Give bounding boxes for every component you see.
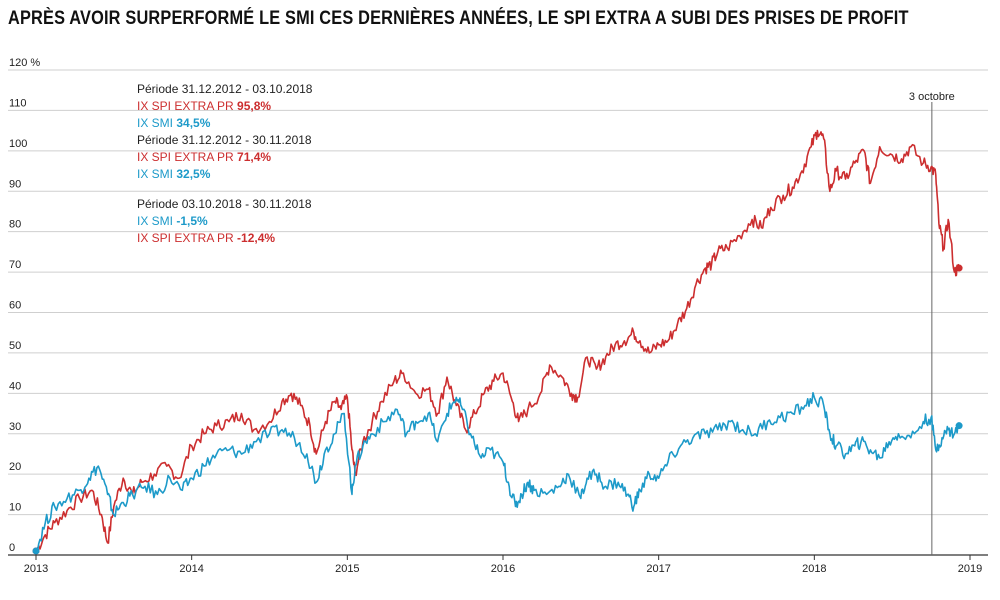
annotation-value: 32,5%	[176, 167, 210, 181]
series-line-spi	[35, 129, 960, 552]
annotation-line-spi: IX SPI EXTRA PR 71,4%	[137, 150, 271, 164]
x-tick-label: 2019	[958, 563, 982, 575]
y-tick-label: 30	[9, 421, 21, 433]
annotation-value: -12,4%	[237, 231, 275, 245]
x-axis: 2013 2014 2015 2016 2017 2018 2019	[8, 554, 988, 575]
annotation-box: Période 31.12.2012 - 03.10.2018 IX SPI EX…	[137, 82, 313, 245]
series-start-dot-smi	[32, 547, 40, 555]
annotation-line-smi: IX SMI 32,5%	[137, 167, 211, 181]
annotation-value: 95,8%	[237, 99, 271, 113]
annotation-period: Période 31.12.2012 - 30.11.2018	[137, 133, 312, 147]
annotation-label: IX SMI	[137, 116, 176, 130]
x-tick-label: 2013	[24, 563, 48, 575]
annotation-period: Période 31.12.2012 - 03.10.2018	[137, 82, 313, 96]
y-tick-label: 10	[9, 502, 21, 514]
x-tick-label: 2017	[646, 563, 670, 575]
series-line-smi	[35, 391, 960, 555]
x-tick-label: 2016	[491, 563, 515, 575]
gridlines	[8, 69, 988, 516]
x-tick-label: 2014	[179, 563, 203, 575]
y-tick-label: 120 %	[9, 57, 40, 69]
annotation-period: Période 03.10.2018 - 30.11.2018	[137, 197, 312, 211]
y-tick-label: 20	[9, 461, 21, 473]
y-tick-label: 40	[9, 380, 21, 392]
annotation-label: IX SPI EXTRA PR	[137, 99, 237, 113]
annotation-line-smi: IX SMI -1,5%	[137, 214, 208, 228]
y-tick-label: 90	[9, 178, 21, 190]
y-tick-label: 70	[9, 259, 21, 271]
series-end-dot-spi	[955, 264, 963, 272]
series-lines	[32, 129, 963, 555]
y-tick-label: 50	[9, 340, 21, 352]
annotation-label: IX SPI EXTRA PR	[137, 231, 237, 245]
chart-title: APRÈS AVOIR SURPERFORMÉ LE SMI CES DERNI…	[8, 8, 909, 29]
y-tick-label: 100	[9, 138, 27, 150]
y-tick-label: 0	[9, 542, 15, 554]
annotation-value: 71,4%	[237, 150, 271, 164]
annotation-label: IX SMI	[137, 167, 176, 181]
annotation-value: -1,5%	[176, 214, 208, 228]
y-tick-label: 110	[9, 97, 27, 109]
x-tick-label: 2018	[802, 563, 826, 575]
annotation-value: 34,5%	[176, 116, 210, 130]
annotation-label: IX SPI EXTRA PR	[137, 150, 237, 164]
series-end-dot-smi	[955, 422, 963, 430]
annotation-line-smi: IX SMI 34,5%	[137, 116, 211, 130]
y-tick-label: 60	[9, 300, 21, 312]
event-marker: 3 octobre	[909, 91, 955, 555]
annotation-line-spi: IX SPI EXTRA PR 95,8%	[137, 99, 271, 113]
x-tick-label: 2015	[335, 563, 359, 575]
annotation-label: IX SMI	[137, 214, 176, 228]
y-axis-ticks: 0 10 20 30 40 50 60 70 80 90 100 110 120 %	[9, 57, 40, 554]
event-label: 3 octobre	[909, 91, 955, 103]
y-tick-label: 80	[9, 219, 21, 231]
annotation-line-spi: IX SPI EXTRA PR -12,4%	[137, 231, 275, 245]
